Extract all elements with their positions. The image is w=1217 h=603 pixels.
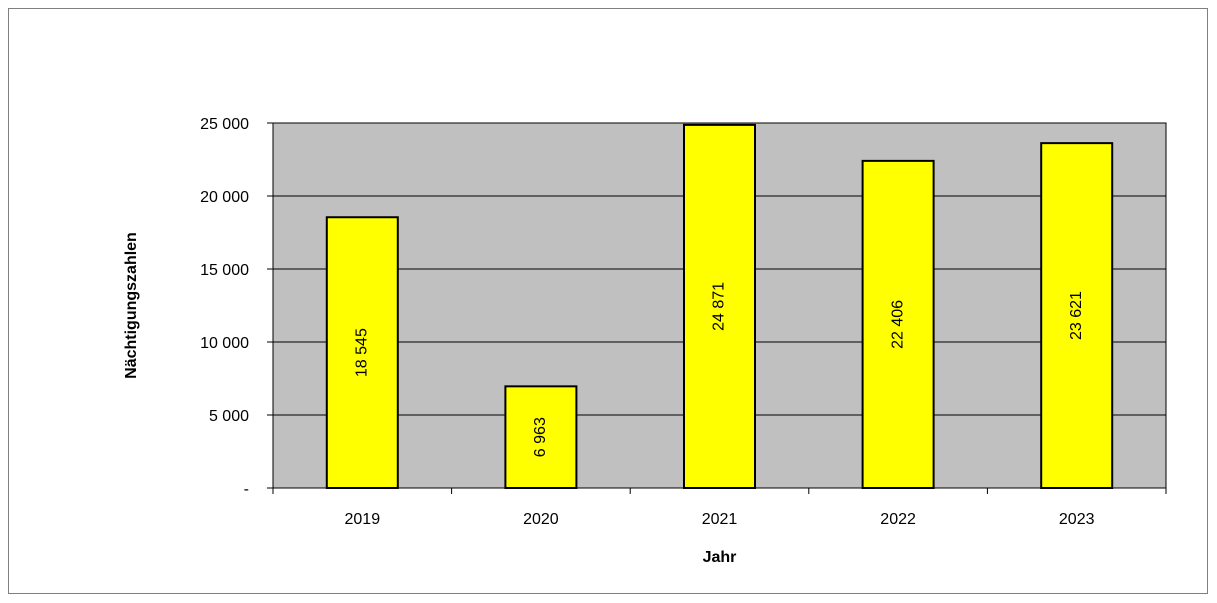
bar-2019	[325, 216, 399, 489]
x-tick-label: 2022	[880, 511, 916, 528]
bar-2023	[1040, 142, 1114, 490]
bar-2022	[861, 159, 935, 489]
data-label-2019: 18 545	[354, 328, 371, 377]
x-axis: 2019 2020 2021 2022 2023	[272, 487, 1167, 528]
data-label-2021: 24 871	[711, 282, 728, 331]
y-tick-label: 20 000	[200, 189, 249, 206]
bar-2020	[504, 385, 578, 490]
x-tick-label: 2023	[1059, 511, 1095, 528]
y-tick-label: 25 000	[200, 116, 249, 133]
data-labels: 18 545 6 963 24 871 22 406 23 621	[354, 282, 1085, 457]
data-label-2020: 6 963	[532, 417, 549, 457]
data-label-2023: 23 621	[1068, 291, 1085, 340]
y-axis-title: Nächtigungszahlen	[123, 232, 140, 379]
y-axis: - 5 000 10 000 15 000 20 000 25 000	[200, 116, 274, 498]
y-tick-label: 15 000	[200, 262, 249, 279]
x-axis-title: Jahr	[703, 549, 737, 566]
data-label-2022: 22 406	[889, 300, 906, 349]
x-tick-label: 2019	[345, 511, 381, 528]
bar-2021	[683, 123, 756, 490]
bars	[325, 123, 1114, 490]
y-tick-label: 5 000	[209, 408, 249, 425]
y-tick-label: -	[244, 481, 249, 498]
x-tick-label: 2020	[523, 511, 559, 528]
x-tick-label: 2021	[702, 511, 738, 528]
y-tick-label: 10 000	[200, 335, 249, 352]
